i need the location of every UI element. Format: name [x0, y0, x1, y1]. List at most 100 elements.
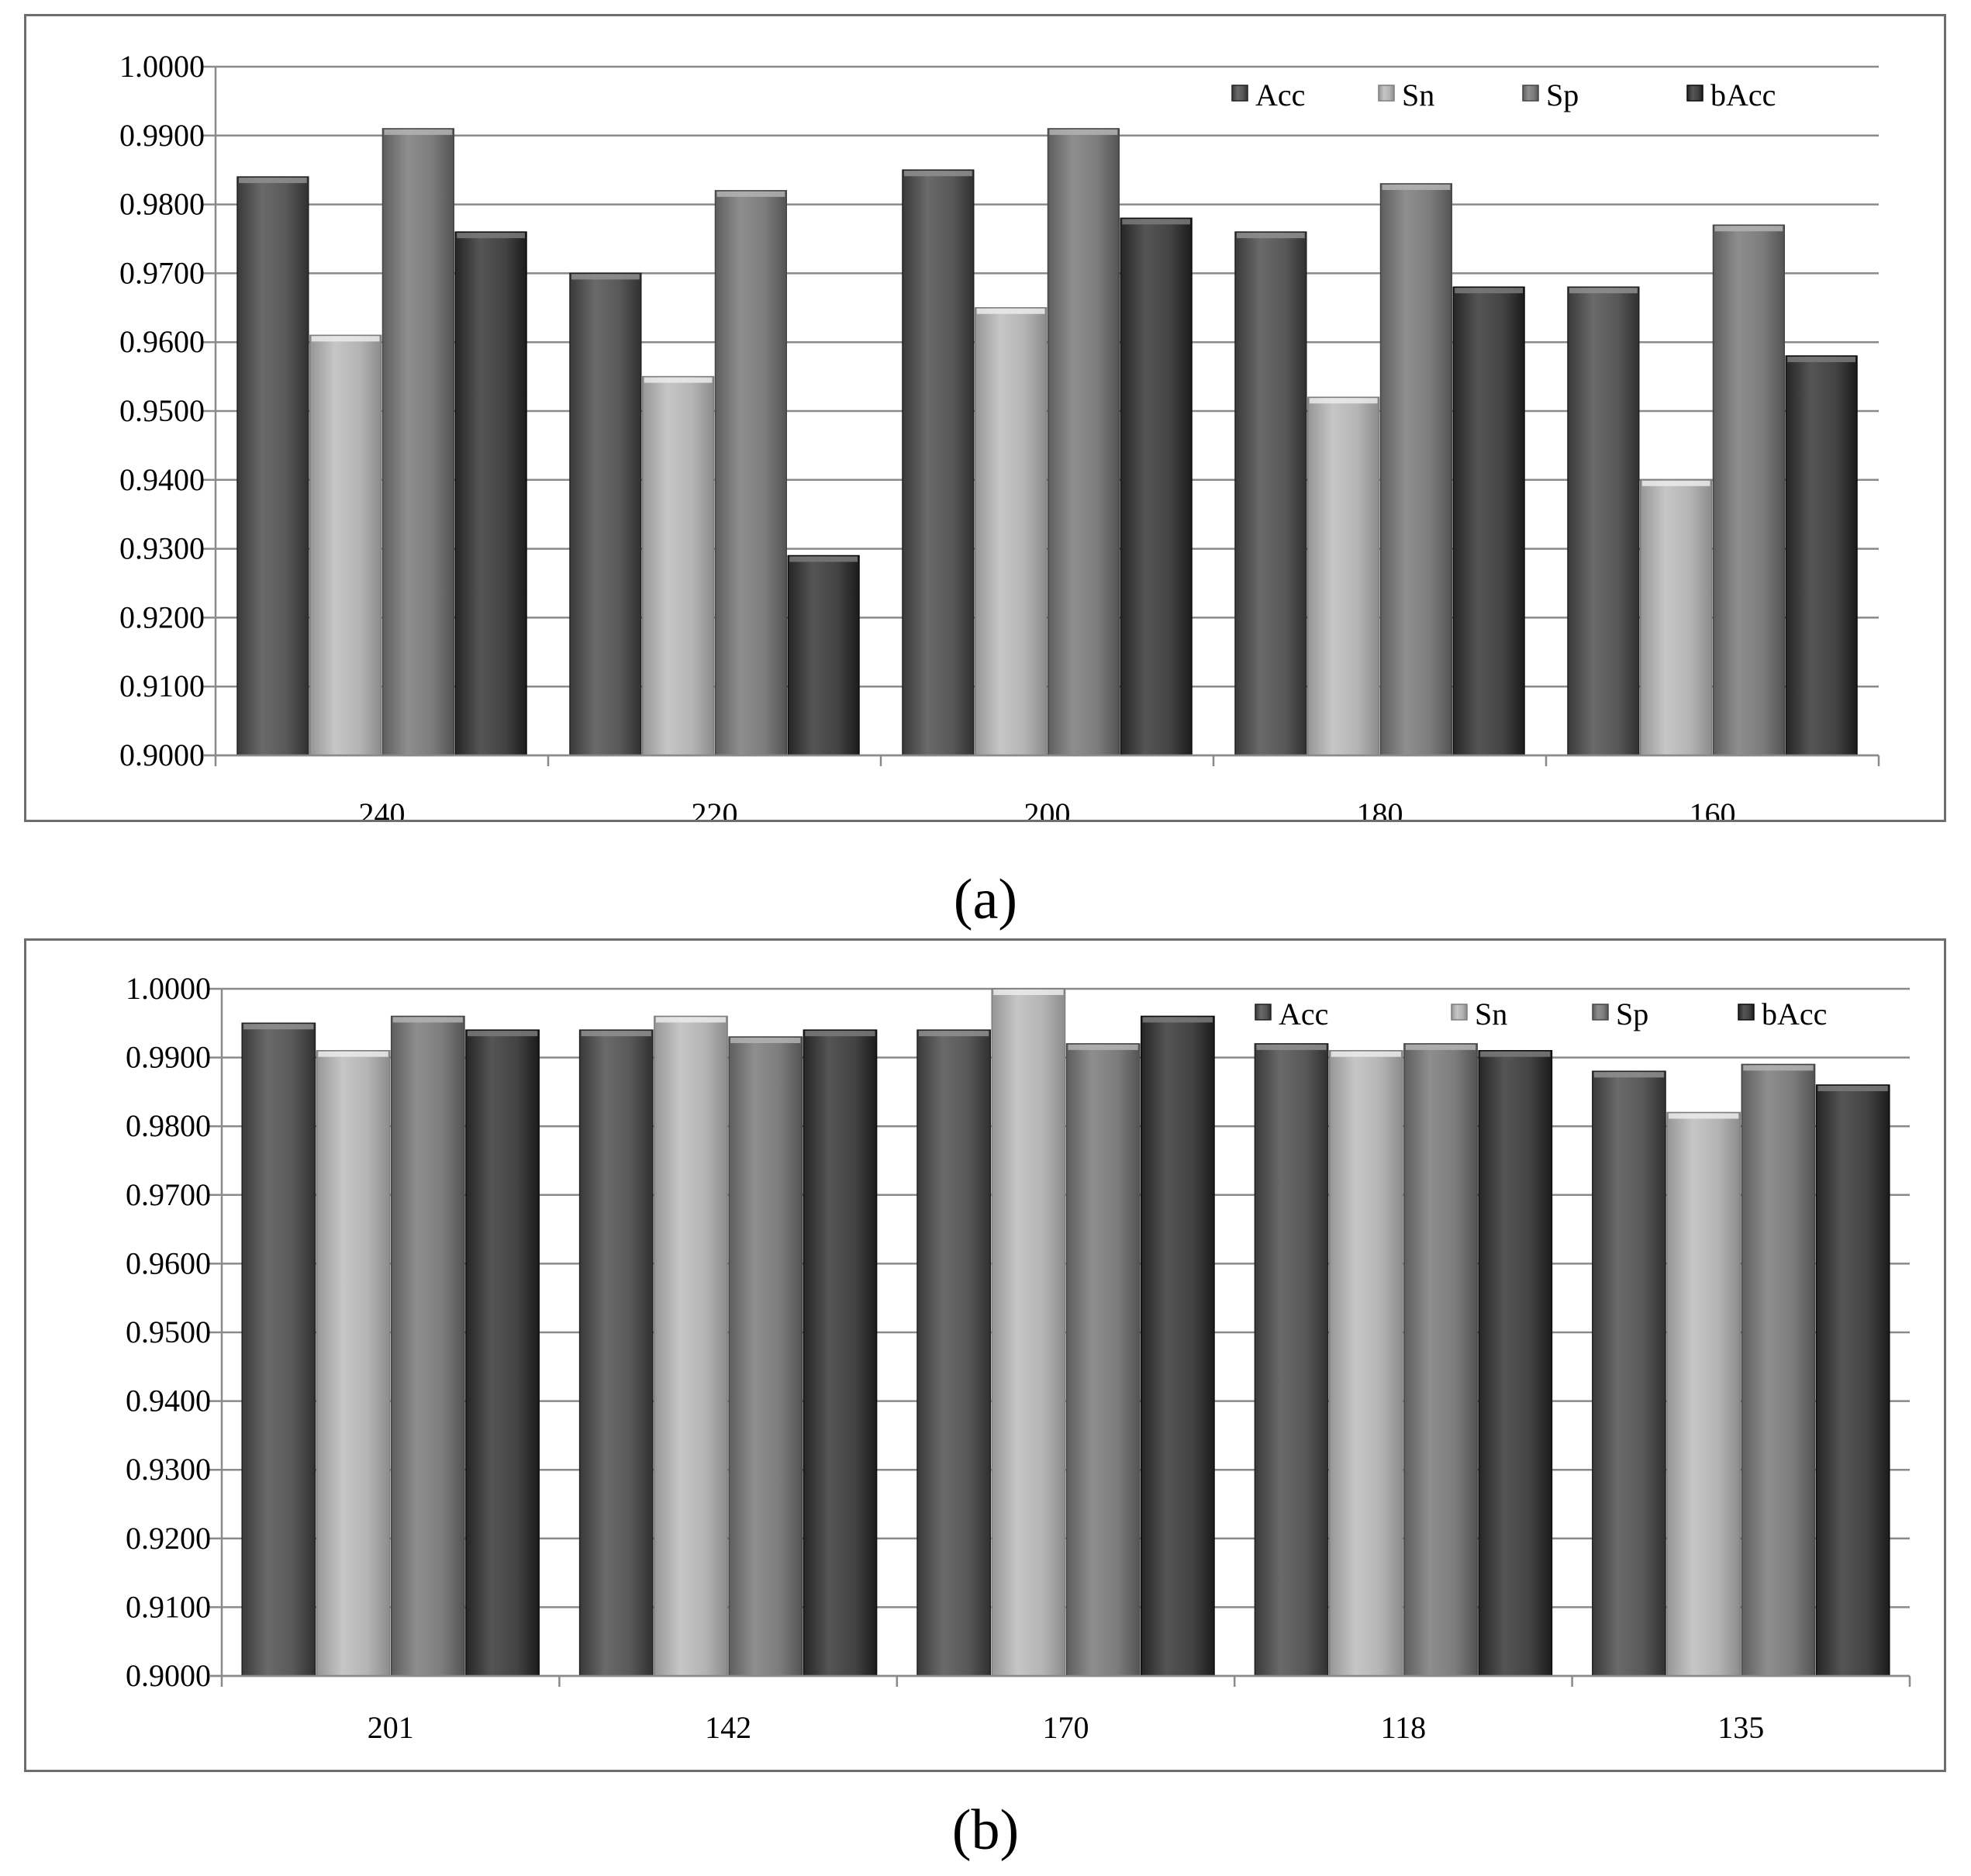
bar-top-highlight	[1569, 288, 1638, 294]
caption-b: (b)	[951, 1798, 1020, 1862]
bar-top-highlight	[655, 1017, 727, 1023]
bar-acc-220	[569, 272, 642, 756]
bar-sp-170	[1065, 1043, 1141, 1677]
bar-top-highlight	[976, 308, 1045, 314]
bar-sp-160	[1712, 224, 1785, 756]
bar-top-highlight	[581, 1031, 651, 1037]
y-tick-label: 0.9400	[119, 462, 205, 497]
y-tick-label: 0.9800	[126, 1108, 211, 1143]
y-tick-label: 0.9500	[126, 1315, 211, 1349]
y-tick-label: 0.9000	[119, 738, 205, 772]
bar-sn-180	[1307, 396, 1380, 756]
bar-chart-a: 0.9000 0.9100 0.9200 0.9300 0.9400 0.9500 0.96…	[119, 49, 1880, 820]
bar-top-highlight	[1641, 480, 1710, 486]
bar-top-highlight	[384, 129, 453, 135]
bar-sn-142	[654, 1015, 728, 1677]
bar-top-highlight	[457, 233, 525, 239]
legend-label-acc: Acc	[1279, 997, 1328, 1031]
x-category-label: 201	[368, 1710, 414, 1745]
legend-label-sp: Sp	[1616, 997, 1648, 1031]
x-category-label: 118	[1381, 1710, 1427, 1745]
chart-panel-b: 0.9000 0.9100 0.9200 0.9300 0.9400 0.9500 0.96…	[24, 938, 1946, 1772]
bar-sn-160	[1640, 479, 1713, 756]
legend-swatch-bacc	[1686, 85, 1703, 102]
bar-sn-201	[316, 1049, 391, 1677]
x-category-label: 160	[1690, 796, 1736, 820]
x-category-label: 200	[1024, 796, 1071, 820]
bar-top-highlight	[805, 1031, 875, 1037]
bar-bacc-118	[1478, 1049, 1553, 1677]
y-tick-label: 0.9600	[119, 324, 205, 359]
legend-label-sn: Sn	[1475, 997, 1507, 1031]
bar-top-highlight	[730, 1038, 801, 1044]
bar-acc-160	[1567, 286, 1640, 756]
legend-swatch-sp	[1592, 1004, 1609, 1021]
x-category-label: 135	[1717, 1710, 1764, 1745]
y-tick-label: 1.0000	[119, 49, 205, 84]
bar-top-highlight	[644, 377, 713, 383]
bar-bacc-240	[454, 231, 527, 756]
legend-label-acc: Acc	[1255, 78, 1305, 112]
bar-top-highlight	[1122, 219, 1190, 225]
bar-acc-135	[1592, 1070, 1666, 1677]
y-tick-label: 0.9900	[126, 1040, 211, 1075]
bar-sn-220	[642, 375, 715, 756]
x-category-label: 220	[692, 796, 738, 820]
bar-top-highlight	[1049, 129, 1118, 135]
y-tick-label: 0.9900	[119, 118, 205, 153]
bar-bacc-201	[465, 1029, 540, 1677]
legend-swatch-sn	[1378, 85, 1395, 102]
y-tick-label: 0.9300	[119, 531, 205, 566]
x-category-label: 142	[705, 1710, 751, 1745]
legend-swatch-acc	[1255, 1004, 1272, 1021]
y-tick-label: 0.9700	[119, 255, 205, 290]
bar-sp-240	[381, 128, 454, 756]
bar-top-highlight	[716, 191, 785, 197]
bar-top-highlight	[919, 1031, 989, 1037]
bar-acc-180	[1234, 231, 1307, 756]
caption-a: (a)	[953, 868, 1018, 931]
y-tick-label: 0.9000	[126, 1658, 211, 1693]
bar-acc-240	[236, 176, 309, 756]
bar-top-highlight	[1455, 288, 1523, 294]
bar-top-highlight	[1593, 1072, 1665, 1078]
bar-top-highlight	[1817, 1086, 1888, 1092]
bar-top-highlight	[1142, 1017, 1213, 1023]
bar-top-highlight	[571, 274, 640, 280]
bar-acc-118	[1254, 1043, 1329, 1677]
bar-top-highlight	[1480, 1051, 1551, 1057]
chart-panel-a: 0.9000 0.9100 0.9200 0.9300 0.9400 0.9500 0.96…	[24, 14, 1946, 822]
y-tick-label: 0.9200	[119, 599, 205, 634]
bar-bacc-170	[1141, 1015, 1215, 1677]
bar-bacc-200	[1120, 217, 1193, 756]
bar-acc-200	[902, 169, 975, 756]
y-tick-label: 0.9700	[126, 1177, 211, 1212]
y-tick-label: 0.9300	[126, 1452, 211, 1487]
bar-top-highlight	[1743, 1065, 1814, 1071]
bar-sp-201	[390, 1015, 465, 1677]
bar-top-highlight	[467, 1031, 538, 1037]
legend-swatch-bacc	[1738, 1004, 1755, 1021]
bar-acc-170	[916, 1029, 991, 1677]
bar-top-highlight	[1714, 226, 1783, 232]
bar-top-highlight	[1405, 1044, 1476, 1050]
legend-swatch-acc	[1231, 85, 1248, 102]
bar-sp-200	[1047, 128, 1120, 756]
legend-swatch-sp	[1522, 85, 1539, 102]
legend-label-sp: Sp	[1546, 78, 1579, 112]
legend-label-sn: Sn	[1402, 78, 1434, 112]
y-tick-label: 0.9200	[126, 1521, 211, 1556]
bar-top-highlight	[1068, 1044, 1138, 1050]
bar-bacc-142	[803, 1029, 878, 1677]
x-category-label: 170	[1043, 1710, 1089, 1745]
legend-label-bacc: bAcc	[1710, 78, 1776, 112]
bar-bacc-160	[1785, 355, 1858, 756]
bar-sp-220	[714, 190, 787, 756]
legend-swatch-sn	[1451, 1004, 1468, 1021]
bar-bacc-180	[1452, 286, 1525, 756]
bar-top-highlight	[1309, 398, 1378, 404]
bar-sp-180	[1379, 183, 1452, 756]
bar-top-highlight	[1382, 184, 1451, 190]
bar-top-highlight	[311, 336, 380, 342]
bar-bacc-135	[1815, 1084, 1890, 1677]
